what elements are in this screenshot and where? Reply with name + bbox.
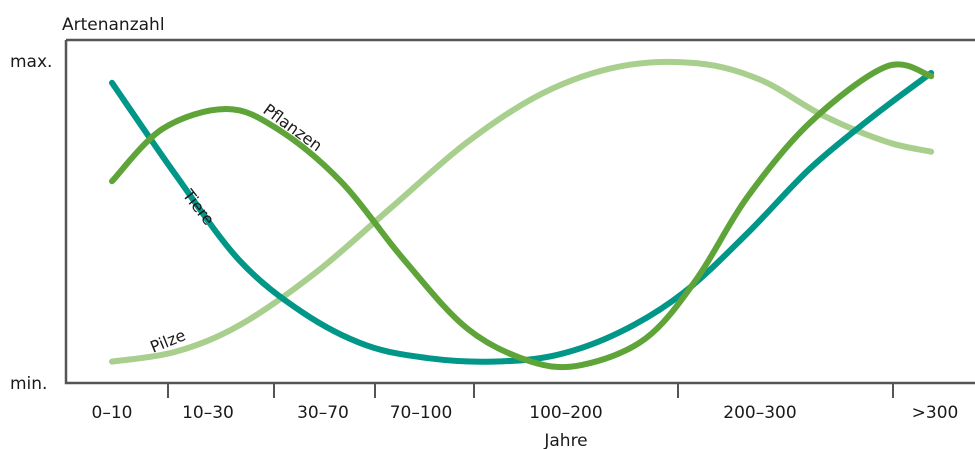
x-axis-title: Jahre: [543, 431, 587, 449]
series-line-pilze: [109, 58, 935, 365]
y-axis-title: Artenanzahl: [62, 15, 165, 35]
series-line-pflanzen: [109, 61, 935, 371]
x-tick-label: 10–30: [182, 403, 234, 423]
x-tick-label: 200–300: [723, 403, 796, 423]
x-tick-label: 0–10: [92, 403, 133, 423]
y-tick-min: min.: [10, 374, 47, 394]
y-tick-max: max.: [10, 52, 52, 72]
x-tick-label: >300: [912, 403, 959, 423]
x-ticks: 0–10 10–30 30–70 70–100 100–200 200–300 >300: [92, 383, 959, 423]
series-line-tiere: [109, 69, 935, 365]
x-tick-label: 70–100: [390, 403, 453, 423]
plot-frame: [64, 38, 975, 385]
x-tick-label: 100–200: [529, 403, 602, 423]
x-tick-label: 30–70: [297, 403, 349, 423]
series-layer: [109, 58, 935, 371]
